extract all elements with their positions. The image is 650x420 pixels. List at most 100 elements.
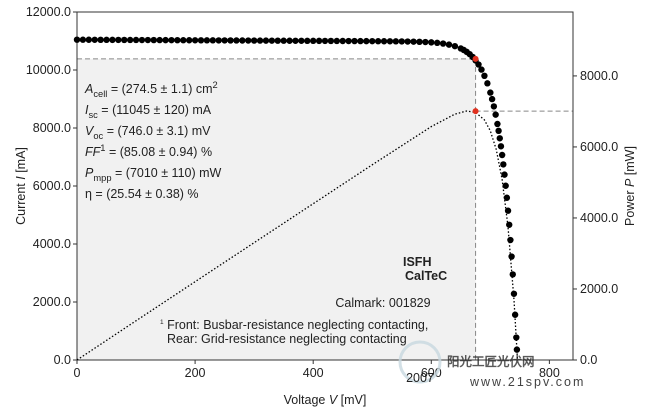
- data-point: [506, 221, 513, 228]
- footnote: 1 Front: Busbar-resistance neglecting co…: [160, 318, 428, 332]
- text-part: [mW]: [623, 146, 637, 179]
- data-point: [428, 39, 435, 46]
- text-part: = (11045 ± 120) mA: [98, 103, 212, 117]
- data-point: [374, 38, 382, 45]
- data-point: [203, 37, 211, 44]
- data-point: [132, 36, 140, 44]
- data-point: [498, 151, 506, 159]
- data-point: [510, 290, 518, 297]
- result-line: Acell = (274.5 ± 1.1) cm2: [84, 80, 218, 99]
- data-point: [103, 36, 110, 44]
- data-point: [309, 37, 317, 45]
- data-point: [245, 37, 252, 44]
- y2-tick-label: 8000.0: [580, 69, 618, 83]
- data-point: [91, 36, 98, 43]
- data-point: [496, 135, 503, 142]
- data-point: [221, 37, 228, 44]
- data-point: [215, 37, 222, 44]
- text-part: Current: [14, 180, 28, 225]
- data-point: [274, 37, 281, 44]
- data-point: [509, 271, 516, 278]
- data-point: [495, 127, 502, 135]
- y2-axis-label: Power P [mW]: [623, 146, 637, 226]
- data-point: [115, 36, 122, 44]
- result-line: Pmpp = (7010 ± 110) mW: [85, 166, 222, 183]
- x-tick-label: 800: [539, 366, 560, 380]
- data-point: [487, 89, 494, 96]
- footnote: Rear: Grid-resistance neglecting contact…: [167, 332, 407, 346]
- data-point: [503, 194, 511, 201]
- logo-name: ISFH: [403, 255, 431, 269]
- y2-tick-label: 2000.0: [580, 282, 618, 296]
- data-point: [109, 36, 116, 44]
- y-tick-label: 4000.0: [33, 237, 71, 251]
- data-point: [239, 37, 246, 44]
- text-part: 2: [213, 80, 218, 90]
- data-point: [292, 37, 299, 44]
- power-curve: [76, 110, 519, 361]
- text-part: P: [85, 166, 94, 180]
- result-line: Isc = (11045 ± 120) mA: [85, 103, 212, 120]
- data-point: [162, 36, 169, 44]
- data-point: [513, 334, 520, 341]
- data-point: [386, 38, 394, 45]
- y-tick-label: 0.0: [54, 353, 71, 367]
- data-point: [492, 111, 499, 118]
- data-point: [233, 37, 240, 44]
- data-point: [321, 37, 329, 45]
- y-tick-label: 10000.0: [26, 63, 71, 77]
- text-part: P: [623, 178, 637, 187]
- data-point: [138, 36, 146, 44]
- data-point: [168, 36, 175, 44]
- data-point: [280, 37, 287, 44]
- data-point: [85, 36, 93, 43]
- data-point: [500, 161, 507, 168]
- text-part: Voltage: [284, 393, 329, 407]
- data-point: [488, 95, 496, 103]
- data-point: [298, 37, 305, 44]
- mpp-area: [77, 58, 476, 361]
- data-point: [439, 40, 447, 47]
- text-part: [mV]: [337, 393, 366, 407]
- logo-sub: CalTeC: [405, 269, 447, 283]
- y2-tick-label: 0.0: [580, 353, 597, 367]
- y-tick-label: 2000.0: [33, 295, 71, 309]
- watermark-year: 2007: [406, 371, 434, 385]
- data-point: [197, 37, 205, 44]
- data-point: [227, 37, 234, 44]
- data-point: [433, 39, 441, 47]
- text-part: = (746.0 ± 3.1) mV: [103, 124, 211, 138]
- text-part: sc: [88, 110, 98, 120]
- data-point: [475, 61, 482, 68]
- text-part: η = (25.54 ± 0.38) %: [85, 187, 199, 201]
- data-point: [351, 37, 358, 45]
- data-point: [304, 37, 311, 45]
- data-point: [380, 38, 388, 45]
- data-point: [268, 37, 276, 44]
- y-tick-label: 8000.0: [33, 121, 71, 135]
- text-part: I: [85, 103, 89, 117]
- data-point: [144, 36, 152, 44]
- data-point: [363, 37, 370, 45]
- text-part: V: [85, 124, 95, 138]
- text-part: Power: [623, 187, 637, 226]
- y2-tick-label: 4000.0: [580, 211, 618, 225]
- text-part: Rear: Grid-resistance neglecting contact…: [167, 332, 407, 346]
- data-point: [286, 37, 293, 44]
- data-point: [79, 36, 87, 43]
- data-point: [121, 36, 128, 44]
- watermark-url: www.21spv.com: [469, 375, 585, 389]
- data-point: [484, 80, 491, 87]
- calmark: Calmark: 001829: [335, 296, 430, 310]
- x-axis-label: Voltage V [mV]: [284, 393, 367, 407]
- data-point: [262, 37, 270, 44]
- data-point: [513, 346, 521, 353]
- data-point: [209, 37, 217, 44]
- y-tick-label: 6000.0: [33, 179, 71, 193]
- data-point: [156, 36, 163, 44]
- watermark-name: 阳光工匠光伏网: [447, 354, 535, 369]
- data-point: [180, 37, 187, 44]
- data-point: [416, 38, 423, 46]
- data-point: [494, 120, 501, 128]
